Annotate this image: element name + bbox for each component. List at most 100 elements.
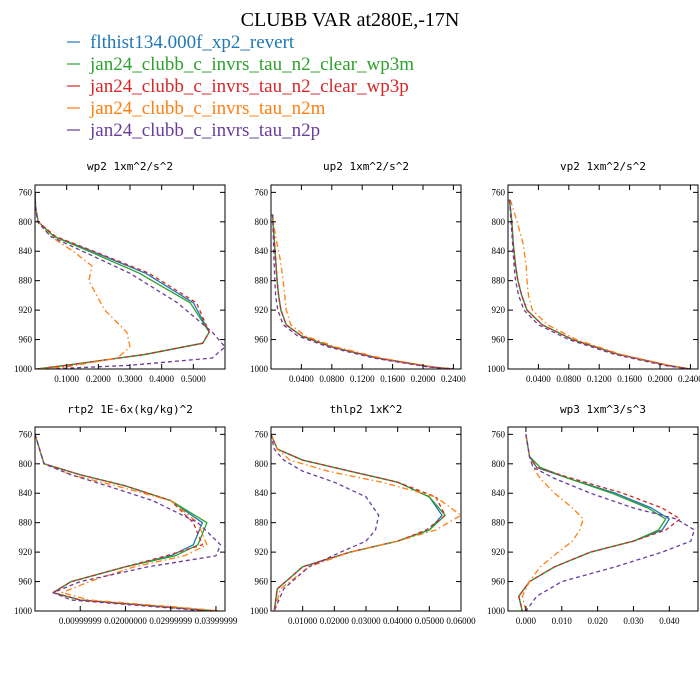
series-line-2 [271, 214, 454, 369]
panel-6: wp3 1xm^3/s^3 760 800 840 880 920 960 1000 0.000… [487, 403, 699, 626]
y-tick-label: 1000 [250, 606, 269, 616]
plot-frame [34, 426, 226, 612]
y-tick-label: 920 [255, 547, 269, 557]
legend-item: jan24_clubb_c_invrs_tau_n2_clear_wp3m [67, 54, 414, 75]
y-tick-label: 840 [19, 246, 33, 256]
y-tick-label: 800 [492, 459, 506, 469]
x-tick-label: 0.010 [552, 616, 573, 626]
x-tick-label: 0.1200 [587, 374, 612, 384]
y-tick-label: 760 [255, 187, 269, 197]
legend-item: jan24_clubb_c_invrs_tau_n2p [67, 120, 320, 141]
series-line-5 [35, 434, 222, 611]
y-tick-label: 840 [492, 488, 506, 498]
y-tick-label: 920 [492, 305, 506, 315]
x-tick-label: 0.2000 [86, 374, 111, 384]
x-tick-label: 0.0400 [526, 374, 551, 384]
x-tick-label: 0.5000 [181, 374, 206, 384]
y-tick-label: 960 [255, 577, 269, 587]
y-tick-label: 880 [19, 518, 33, 528]
y-tick-label: 800 [19, 459, 33, 469]
plot-frame [270, 426, 462, 612]
x-tick-label: 0.03000 [351, 616, 381, 626]
y-tick-label: 880 [492, 518, 506, 528]
x-tick-label: 0.3000 [118, 374, 143, 384]
x-tick-label: 0.1600 [380, 374, 405, 384]
y-tick-label: 840 [255, 488, 269, 498]
series-group [35, 434, 222, 611]
series-line-3 [271, 434, 446, 611]
x-tick-label: 0.0400 [289, 374, 314, 384]
series-group [271, 214, 455, 369]
panel-title: wp3 1xm^3/s^3 [560, 403, 646, 416]
x-tick-label: 0.06000 [446, 616, 476, 626]
x-tick-label: 0.1000 [54, 374, 79, 384]
panels: wp2 1xm^2/s^2 760 800 840 880 920 960 1000 0.100… [14, 160, 700, 626]
y-tick-label: 960 [492, 335, 506, 345]
series-line-3 [35, 434, 217, 611]
x-tick-label: 0.1600 [617, 374, 642, 384]
x-tick-label: 0.01000 [288, 616, 318, 626]
legend-label: jan24_clubb_c_invrs_tau_n2_clear_wp3m [89, 54, 414, 75]
y-tick-label: 880 [19, 276, 33, 286]
series-line-4 [521, 434, 584, 611]
x-tick-label: 0.2400 [678, 374, 700, 384]
series-line-4 [271, 434, 461, 611]
panel-title: wp2 1xm^2/s^2 [87, 160, 173, 173]
panel-2: up2 1xm^2/s^2 760 800 840 880 920 960 1000 0.040… [250, 160, 466, 384]
y-tick-label: 840 [255, 246, 269, 256]
series-line-1 [35, 434, 217, 611]
legend-label: jan24_clubb_c_invrs_tau_n2_clear_wp3p [89, 76, 409, 97]
x-tick-label: 0.02000 [320, 616, 350, 626]
y-tick-label: 960 [255, 335, 269, 345]
x-tick-label: 0.4000 [149, 374, 174, 384]
legend-label: flthist134.000f_xp2_revert [90, 32, 295, 53]
series-line-3 [35, 192, 210, 369]
panel-3: vp2 1xm^2/s^2 760 800 840 880 920 960 1000 0.040… [487, 160, 700, 384]
series-group [508, 199, 692, 369]
x-tick-label: 0.02999999 [149, 616, 192, 626]
y-tick-label: 920 [255, 305, 269, 315]
y-tick-label: 1000 [14, 364, 33, 374]
series-line-4 [35, 434, 221, 611]
y-tick-label: 920 [19, 547, 33, 557]
x-tick-label: 0.04000 [383, 616, 413, 626]
panel-title: vp2 1xm^2/s^2 [560, 160, 646, 173]
panel-title: thlp2 1xK^2 [330, 403, 403, 416]
y-tick-label: 800 [255, 459, 269, 469]
series-line-3 [518, 434, 681, 611]
legend-label: jan24_clubb_c_invrs_tau_n2m [89, 98, 326, 119]
series-line-3 [271, 214, 454, 369]
x-tick-label: 0.0800 [556, 374, 581, 384]
y-tick-label: 960 [19, 335, 33, 345]
series-group [271, 434, 461, 611]
x-tick-label: 0.020 [587, 616, 608, 626]
x-tick-label: 0.0800 [319, 374, 344, 384]
y-tick-label: 760 [19, 429, 33, 439]
y-tick-label: 760 [19, 187, 33, 197]
chart-title: CLUBB VAR at280E,-17N [241, 9, 460, 31]
panel-4: rtp2 1E-6x(kg/kg)^2 760 800 840 880 920 960 100… [14, 403, 238, 626]
y-tick-label: 960 [19, 577, 33, 587]
series-line-5 [271, 214, 452, 369]
series-line-5 [35, 192, 225, 369]
panel-1: wp2 1xm^2/s^2 760 800 840 880 920 960 1000 0.100… [14, 160, 226, 384]
x-tick-label: 0.030 [623, 616, 644, 626]
series-line-5 [271, 434, 380, 611]
y-tick-label: 920 [19, 305, 33, 315]
panel-title: rtp2 1E-6x(kg/kg)^2 [67, 403, 193, 416]
series-line-1 [508, 199, 691, 369]
series-line-5 [525, 434, 696, 611]
legend-item: flthist134.000f_xp2_revert [67, 32, 295, 53]
series-line-1 [518, 434, 670, 611]
x-tick-label: 0.2000 [411, 374, 436, 384]
plot-frame [34, 184, 226, 370]
series-line-1 [35, 192, 210, 369]
y-tick-label: 840 [19, 488, 33, 498]
y-tick-label: 760 [492, 429, 506, 439]
x-tick-label: 0.00999999 [59, 616, 102, 626]
series-line-2 [35, 434, 217, 611]
y-tick-label: 920 [492, 547, 506, 557]
panel-5: thlp2 1xK^2 760 800 840 880 920 960 1000 0.01000… [250, 403, 476, 626]
series-line-4 [271, 214, 455, 369]
